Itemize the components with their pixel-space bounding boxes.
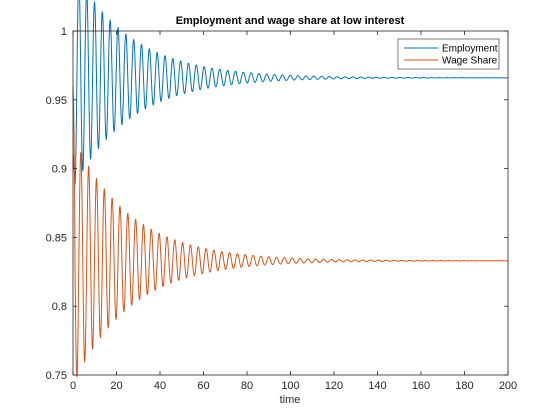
x-axis-label: time [280, 394, 301, 406]
x-tick-label: 180 [455, 380, 473, 392]
series-line-wage-share [72, 86, 508, 379]
x-tick-label: 160 [412, 380, 430, 392]
x-tick-label: 200 [499, 380, 517, 392]
series-line-employment [72, 0, 508, 185]
legend-label: Employment [442, 44, 498, 55]
legend-label: Wage Share [442, 56, 498, 67]
plot-area [73, 31, 508, 375]
x-tick-label: 40 [154, 380, 166, 392]
legend-box [397, 38, 500, 70]
series-layer [72, 0, 508, 379]
x-tick-label: 100 [281, 380, 299, 392]
y-tick-label: 0.95 [46, 95, 67, 107]
x-tick-label: 60 [197, 380, 209, 392]
x-ticks: 0 20 40 60 80 100 120 140 160 180 200 [70, 31, 517, 392]
y-tick-label: 0.85 [46, 232, 67, 244]
y-tick-label: 1 [61, 26, 67, 38]
x-tick-label: 120 [325, 380, 343, 392]
chart-title: Employment and wage share at low interes… [176, 15, 405, 27]
y-tick-label: 0.75 [46, 370, 67, 382]
y-tick-label: 0.8 [52, 301, 67, 313]
x-tick-label: 80 [241, 380, 253, 392]
x-tick-label: 140 [368, 380, 386, 392]
y-tick-label: 0.9 [52, 164, 67, 176]
x-tick-label: 0 [70, 380, 76, 392]
x-tick-label: 20 [110, 380, 122, 392]
y-ticks: 0.75 0.8 0.85 0.9 0.95 1 [46, 26, 508, 382]
